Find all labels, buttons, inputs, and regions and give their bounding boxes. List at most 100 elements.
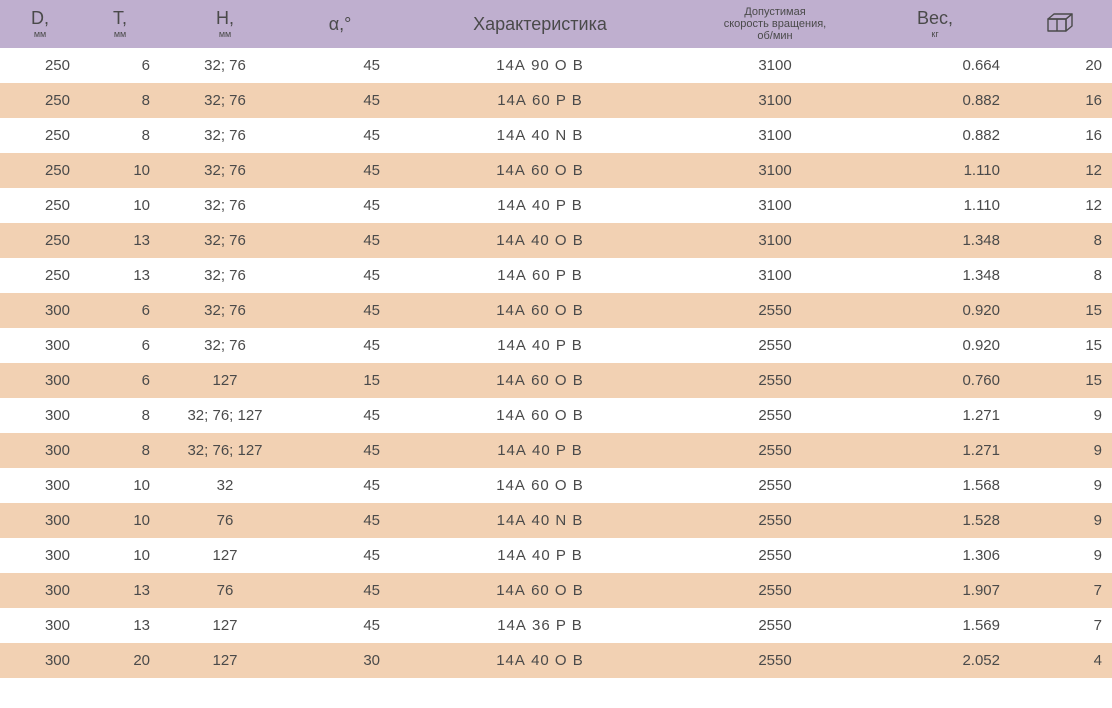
cell-speed: 2550	[690, 643, 860, 678]
cell-alpha: 45	[290, 153, 390, 188]
table-row: 300101274514А 40 P B25501.3069	[0, 538, 1112, 573]
cell-h: 127	[160, 363, 290, 398]
cell-char: 14А 60 P B	[390, 83, 690, 118]
cell-char: 14А 40 P B	[390, 538, 690, 573]
cell-d: 250	[0, 48, 80, 83]
cell-h: 32; 76	[160, 188, 290, 223]
cell-speed: 2550	[690, 293, 860, 328]
cell-weight: 1.348	[860, 223, 1010, 258]
cell-char: 14А 40 O B	[390, 223, 690, 258]
cell-h: 32; 76	[160, 328, 290, 363]
cell-char: 14А 40 P B	[390, 188, 690, 223]
cell-char: 14А 60 O B	[390, 398, 690, 433]
cell-alpha: 45	[290, 573, 390, 608]
cell-t: 20	[80, 643, 160, 678]
cell-alpha: 45	[290, 83, 390, 118]
cell-alpha: 45	[290, 433, 390, 468]
col-header-alpha: α,°	[290, 0, 390, 48]
cell-weight: 0.664	[860, 48, 1010, 83]
cell-h: 32; 76	[160, 118, 290, 153]
cell-speed: 2550	[690, 608, 860, 643]
cell-alpha: 45	[290, 48, 390, 83]
cell-h: 127	[160, 608, 290, 643]
table-row: 300632; 764514А 40 P B25500.92015	[0, 328, 1112, 363]
cell-char: 14А 40 N B	[390, 503, 690, 538]
cell-alpha: 45	[290, 398, 390, 433]
cell-pack: 4	[1010, 643, 1112, 678]
cell-weight: 1.110	[860, 188, 1010, 223]
cell-t: 8	[80, 83, 160, 118]
col-header-pack	[1010, 0, 1112, 48]
col-header-weight-sub: кг	[864, 30, 1006, 39]
col-header-d: D, мм	[0, 0, 80, 48]
cell-char: 14А 40 N B	[390, 118, 690, 153]
cell-pack: 15	[1010, 363, 1112, 398]
spec-table-container: D, мм T, мм H, мм α,° Характеристика	[0, 0, 1112, 678]
cell-d: 300	[0, 573, 80, 608]
col-header-h-main: H,	[216, 8, 234, 28]
cell-d: 300	[0, 538, 80, 573]
cell-t: 8	[80, 433, 160, 468]
cell-char: 14А 40 P B	[390, 433, 690, 468]
cell-speed: 3100	[690, 83, 860, 118]
cell-h: 32; 76	[160, 258, 290, 293]
cell-pack: 12	[1010, 153, 1112, 188]
cell-weight: 1.528	[860, 503, 1010, 538]
cell-pack: 20	[1010, 48, 1112, 83]
cell-speed: 2550	[690, 433, 860, 468]
cell-h: 32; 76; 127	[160, 398, 290, 433]
cell-pack: 7	[1010, 608, 1112, 643]
cell-weight: 1.348	[860, 258, 1010, 293]
cell-t: 10	[80, 188, 160, 223]
cell-pack: 9	[1010, 503, 1112, 538]
col-header-speed-l3: об/мин	[757, 30, 792, 42]
table-row: 30061271514А 60 O B25500.76015	[0, 363, 1112, 398]
cell-pack: 9	[1010, 468, 1112, 503]
cell-d: 300	[0, 398, 80, 433]
table-row: 300201273014А 40 O B25502.0524	[0, 643, 1112, 678]
col-header-t: T, мм	[80, 0, 160, 48]
cell-h: 32; 76	[160, 83, 290, 118]
cell-weight: 1.568	[860, 468, 1010, 503]
cell-t: 10	[80, 503, 160, 538]
cell-alpha: 15	[290, 363, 390, 398]
cell-char: 14А 60 O B	[390, 468, 690, 503]
cell-alpha: 45	[290, 223, 390, 258]
cell-weight: 0.760	[860, 363, 1010, 398]
col-header-char-main: Характеристика	[473, 14, 607, 34]
cell-d: 300	[0, 503, 80, 538]
cell-pack: 9	[1010, 538, 1112, 573]
cell-speed: 2550	[690, 363, 860, 398]
cell-speed: 3100	[690, 48, 860, 83]
cell-t: 6	[80, 48, 160, 83]
col-header-t-sub: мм	[84, 30, 156, 39]
cell-t: 13	[80, 608, 160, 643]
table-row: 250832; 764514А 40 N B31000.88216	[0, 118, 1112, 153]
col-header-t-main: T,	[113, 8, 127, 28]
cell-h: 127	[160, 538, 290, 573]
col-header-weight-main: Вес,	[917, 8, 953, 28]
cell-weight: 1.110	[860, 153, 1010, 188]
cell-t: 13	[80, 573, 160, 608]
cell-t: 10	[80, 153, 160, 188]
cell-t: 10	[80, 468, 160, 503]
table-row: 2501332; 764514А 40 O B31001.3488	[0, 223, 1112, 258]
table-row: 2501032; 764514А 40 P B31001.11012	[0, 188, 1112, 223]
cell-char: 14А 40 O B	[390, 643, 690, 678]
col-header-h-sub: мм	[164, 30, 286, 39]
cell-pack: 12	[1010, 188, 1112, 223]
cell-h: 32; 76	[160, 48, 290, 83]
table-header: D, мм T, мм H, мм α,° Характеристика	[0, 0, 1112, 48]
table-row: 300131274514А 36 P B25501.5697	[0, 608, 1112, 643]
cell-d: 300	[0, 363, 80, 398]
box-icon	[1044, 11, 1078, 37]
table-row: 250632; 764514А 90 O B31000.66420	[0, 48, 1112, 83]
col-header-weight: Вес, кг	[860, 0, 1010, 48]
cell-t: 6	[80, 363, 160, 398]
cell-weight: 0.920	[860, 293, 1010, 328]
cell-d: 250	[0, 153, 80, 188]
cell-char: 14А 60 O B	[390, 573, 690, 608]
cell-speed: 2550	[690, 468, 860, 503]
cell-alpha: 45	[290, 538, 390, 573]
cell-weight: 1.306	[860, 538, 1010, 573]
